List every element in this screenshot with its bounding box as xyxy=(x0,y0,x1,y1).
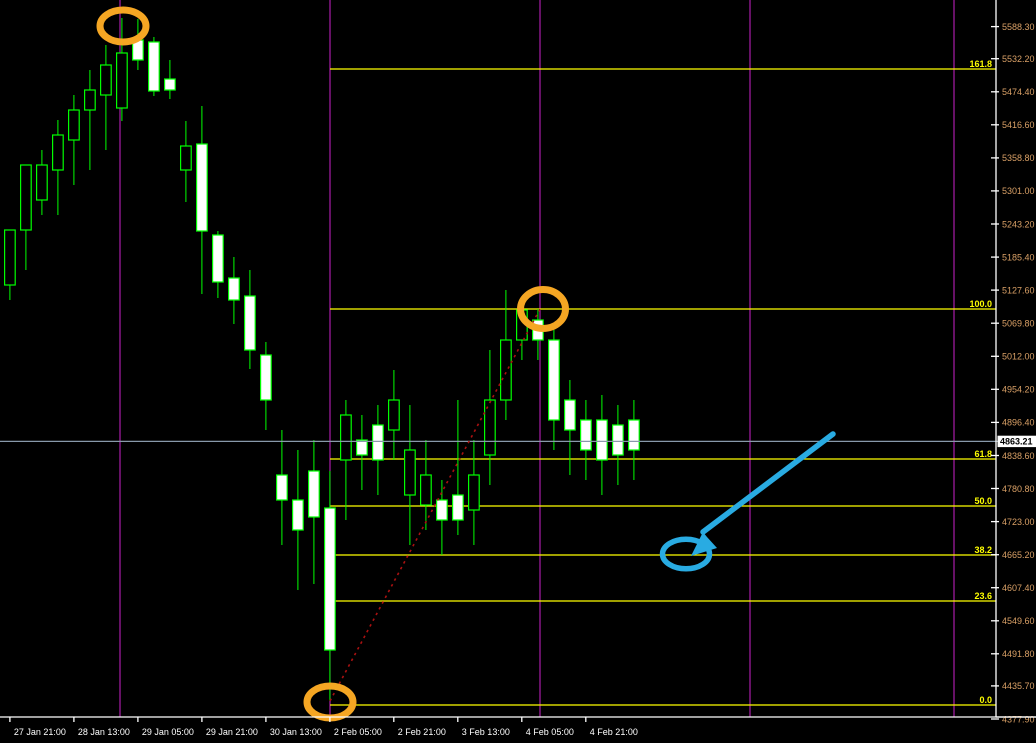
svg-text:5185.40: 5185.40 xyxy=(1002,252,1035,262)
svg-text:4665.20: 4665.20 xyxy=(1002,550,1035,560)
svg-text:5474.40: 5474.40 xyxy=(1002,87,1035,97)
svg-text:29 Jan 05:00: 29 Jan 05:00 xyxy=(142,727,194,737)
svg-text:5301.00: 5301.00 xyxy=(1002,186,1035,196)
svg-text:100.0: 100.0 xyxy=(969,299,992,309)
svg-text:3 Feb 13:00: 3 Feb 13:00 xyxy=(462,727,510,737)
svg-text:30 Jan 13:00: 30 Jan 13:00 xyxy=(270,727,322,737)
svg-text:2 Feb 21:00: 2 Feb 21:00 xyxy=(398,727,446,737)
svg-text:4723.00: 4723.00 xyxy=(1002,517,1035,527)
svg-text:2 Feb 05:00: 2 Feb 05:00 xyxy=(334,727,382,737)
svg-text:4780.80: 4780.80 xyxy=(1002,484,1035,494)
svg-text:4838.60: 4838.60 xyxy=(1002,451,1035,461)
svg-text:4 Feb 05:00: 4 Feb 05:00 xyxy=(526,727,574,737)
svg-text:38.2: 38.2 xyxy=(974,545,992,555)
svg-text:4607.40: 4607.40 xyxy=(1002,583,1035,593)
svg-text:4549.60: 4549.60 xyxy=(1002,616,1035,626)
svg-text:5012.00: 5012.00 xyxy=(1002,352,1035,362)
svg-text:28 Jan 13:00: 28 Jan 13:00 xyxy=(78,727,130,737)
svg-text:5532.20: 5532.20 xyxy=(1002,54,1035,64)
svg-text:5588.30: 5588.30 xyxy=(1002,22,1035,32)
svg-text:50.0: 50.0 xyxy=(974,496,992,506)
svg-text:161.8: 161.8 xyxy=(969,59,992,69)
svg-text:5069.80: 5069.80 xyxy=(1002,319,1035,329)
svg-text:5358.80: 5358.80 xyxy=(1002,153,1035,163)
svg-text:61.8: 61.8 xyxy=(974,449,992,459)
svg-text:4896.40: 4896.40 xyxy=(1002,418,1035,428)
svg-text:27 Jan 21:00: 27 Jan 21:00 xyxy=(14,727,66,737)
svg-text:4 Feb 21:00: 4 Feb 21:00 xyxy=(590,727,638,737)
svg-text:4435.70: 4435.70 xyxy=(1002,681,1035,691)
svg-text:4377.90: 4377.90 xyxy=(1002,714,1035,724)
svg-text:0.0: 0.0 xyxy=(979,695,992,705)
svg-text:23.6: 23.6 xyxy=(974,591,992,601)
svg-text:4863.21: 4863.21 xyxy=(1000,437,1033,447)
svg-text:5127.60: 5127.60 xyxy=(1002,285,1035,295)
svg-text:4954.20: 4954.20 xyxy=(1002,385,1035,395)
svg-text:29 Jan 21:00: 29 Jan 21:00 xyxy=(206,727,258,737)
svg-text:4491.80: 4491.80 xyxy=(1002,649,1035,659)
svg-text:5243.20: 5243.20 xyxy=(1002,219,1035,229)
svg-text:5416.60: 5416.60 xyxy=(1002,120,1035,130)
